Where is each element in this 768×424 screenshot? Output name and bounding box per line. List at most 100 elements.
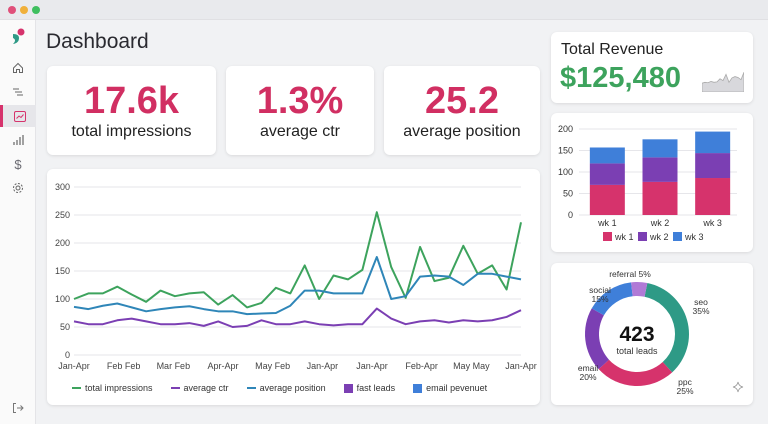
y-tick-label: 200 (55, 238, 70, 248)
donut-slice-social (591, 282, 633, 316)
legend-label: wk 3 (684, 232, 704, 242)
sparkle-icon[interactable] (731, 380, 745, 399)
home-icon (13, 62, 23, 73)
line-chart-legend: total impressions average ctr average posi… (72, 383, 487, 393)
kpi-value: 25.2 (425, 80, 499, 122)
legend-item[interactable]: fast leads (343, 383, 396, 393)
slice-label: referral 5% (609, 269, 651, 279)
donut-slice-email (585, 308, 610, 370)
series-line-total-impressions (73, 211, 522, 309)
logout-button[interactable] (0, 397, 36, 419)
x-tick-label: Jan-Apr (356, 361, 388, 371)
legend-item[interactable]: email pevenuet (413, 383, 487, 393)
slice-label: seo (694, 297, 708, 307)
legend-swatch (413, 383, 423, 393)
sidebar: $ (0, 20, 36, 424)
y-tick-label: 50 (563, 189, 573, 199)
y-tick-label: 100 (55, 294, 70, 304)
bar-segment (695, 178, 731, 215)
revenue-card: Total Revenue $125,480 (551, 32, 753, 103)
donut-chart-card: seo 35% ppc 25% email 20% social 15% referral 5%… (551, 263, 753, 405)
x-tick-label: Jan-Apr (505, 361, 537, 371)
legend-label: total impressions (85, 383, 153, 393)
bar-segment (589, 184, 625, 215)
close-window-button[interactable] (8, 6, 16, 14)
x-tick-label: wk 3 (702, 218, 722, 228)
legend-swatch (638, 232, 647, 241)
bar-segment (642, 139, 678, 158)
x-tick-label: Apr-Apr (207, 361, 238, 371)
line-chart-card: 0 50 100 150 200 250 300 Jan-Apr Feb Feb Mar Feb A… (47, 169, 540, 405)
logout-icon (13, 403, 24, 413)
slice-percent: 15% (591, 294, 608, 304)
legend-swatch (72, 387, 81, 389)
kpi-value: 17.6k (83, 80, 180, 122)
x-tick-label: Feb Feb (107, 361, 141, 371)
revenue-title: Total Revenue (561, 41, 664, 58)
bar-segment (642, 181, 678, 215)
series-line-average-position (73, 256, 522, 316)
sidebar-item-settings[interactable] (0, 177, 36, 199)
legend-label: wk 1 (614, 232, 634, 242)
bar-segment (695, 153, 731, 179)
bar-segment (695, 131, 731, 154)
sidebar-item-home[interactable] (0, 57, 36, 79)
bar-chart-icon (13, 135, 24, 145)
x-tick-label: May Feb (255, 361, 290, 371)
sidebar-item-filters[interactable] (0, 81, 36, 103)
donut-slice-seo (644, 283, 689, 373)
donut-center-label: total leads (616, 346, 658, 356)
donut-slice-ppc (598, 359, 673, 386)
legend-swatch (603, 232, 612, 241)
x-tick-label: Jan-Apr (307, 361, 339, 371)
y-tick-label: 50 (60, 322, 70, 332)
slice-label: ppc (678, 377, 692, 387)
kpi-card-impressions: 17.6k total impressions (47, 66, 216, 155)
x-tick-label: May May (453, 361, 490, 371)
filter-list-icon (13, 88, 23, 96)
slice-label: social (589, 285, 611, 295)
legend-item[interactable]: average position (246, 383, 326, 393)
bar-segment (589, 163, 625, 185)
trend-chart-icon (13, 110, 26, 122)
x-tick-label: Jan-Apr (58, 361, 90, 371)
kpi-label: total impressions (71, 123, 192, 140)
revenue-sparkline (702, 72, 744, 92)
slice-percent: 25% (676, 386, 693, 396)
y-tick-label: 300 (55, 182, 70, 192)
sidebar-item-billing[interactable]: $ (0, 153, 36, 175)
maximize-window-button[interactable] (32, 6, 40, 14)
y-tick-label: 0 (568, 210, 573, 220)
bar-chart-card: 0 50 100 150 200 wk 1 wk 2 wk 3 wk 1 wk 2 wk 3 (551, 113, 753, 252)
kpi-value: 1.3% (256, 80, 344, 122)
sidebar-item-analytics[interactable] (0, 105, 36, 127)
legend-swatch (673, 232, 682, 241)
legend-item[interactable]: average ctr (170, 383, 229, 393)
x-tick-label: Feb-Apr (405, 361, 438, 371)
line-chart: 0 50 100 150 200 250 300 Jan-Apr Feb Feb Mar Feb A… (55, 182, 537, 371)
legend-label: average position (259, 383, 326, 393)
slice-label: email (578, 363, 598, 373)
bar-chart: 0 50 100 150 200 wk 1 wk 2 wk 3 wk 1 wk 2 wk 3 (558, 124, 737, 242)
kpi-label: average position (403, 123, 521, 140)
legend-swatch (246, 387, 256, 389)
sidebar-item-reports[interactable] (0, 129, 36, 151)
x-tick-label: wk 1 (597, 218, 617, 228)
dollar-icon: $ (14, 156, 22, 172)
bar-segment (589, 147, 625, 164)
kpi-card-ctr: 1.3% average ctr (226, 66, 374, 155)
x-tick-label: Mar Feb (157, 361, 191, 371)
legend-label: fast leads (356, 383, 396, 393)
kpi-card-position: 25.2 average position (384, 66, 540, 155)
legend-item[interactable]: total impressions (72, 383, 153, 393)
minimize-window-button[interactable] (20, 6, 28, 14)
y-tick-label: 0 (65, 350, 70, 360)
y-tick-label: 150 (558, 146, 573, 156)
y-tick-label: 250 (55, 210, 70, 220)
series-line-average-ctr (73, 307, 522, 328)
gear-icon (13, 183, 23, 193)
x-tick-label: wk 2 (650, 218, 670, 228)
legend-swatch (343, 383, 353, 393)
legend-label: average ctr (183, 383, 229, 393)
